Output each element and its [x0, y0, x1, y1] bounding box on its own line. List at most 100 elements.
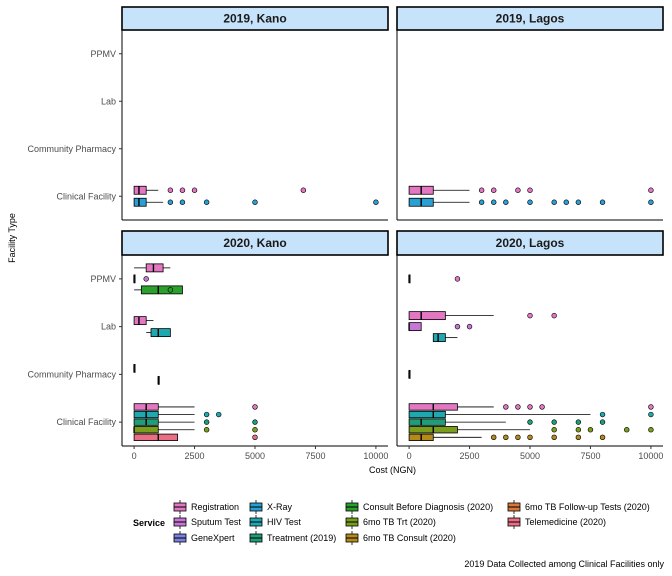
legend-label-6mo-tb-consult-2020-: 6mo TB Consult (2020): [363, 533, 456, 543]
outlier-point-registration: [515, 404, 521, 410]
outlier-point-registration: [539, 404, 545, 410]
outlier-point-consult-before-diagnosis-2020-: [167, 287, 174, 293]
legend-label-6mo-tb-follow-up-tests-2020-: 6mo TB Follow-up Tests (2020): [525, 502, 650, 512]
outlier-point-6mo-tb-consult-2020-: [551, 434, 557, 441]
x-tick-label: 7500: [305, 451, 325, 461]
box-registration: [145, 263, 164, 273]
outlier-point-6mo-tb-consult-2020-: [503, 434, 509, 441]
box-6mo-tb-trt-2020-: [133, 426, 159, 434]
y-tick-label: PPMV: [90, 274, 116, 284]
box-treatment-2019-: [408, 418, 446, 426]
outlier-point-x-ray: [167, 199, 174, 205]
y-tick-label: Clinical Facility: [56, 417, 116, 427]
x-tick-label: 7500: [580, 451, 600, 461]
y-tick-label: Lab: [101, 96, 116, 106]
caption: 2019 Data Collected among Clinical Facil…: [464, 559, 664, 569]
x-tick-label: 5000: [520, 451, 540, 461]
box-registration: [408, 311, 446, 321]
outlier-point-6mo-tb-trt-2020-: [203, 427, 210, 433]
y-tick-label: Community Pharmacy: [27, 144, 116, 154]
box-telemedicine-2020-: [133, 433, 179, 441]
outlier-point-x-ray: [179, 199, 186, 205]
box-hiv-test: [150, 328, 171, 338]
outlier-point-hiv-test: [216, 411, 222, 418]
legend-title: Service: [133, 518, 165, 528]
outlier-point-registration: [478, 187, 485, 193]
outlier-point-6mo-tb-consult-2020-: [527, 434, 533, 441]
outlier-point-registration: [167, 187, 174, 193]
outlier-point-x-ray: [599, 199, 606, 205]
outlier-point-sputum-test: [454, 323, 461, 330]
outlier-point-registration: [515, 187, 521, 193]
legend-label-x-ray: X-Ray: [267, 502, 293, 512]
outlier-point-x-ray: [478, 199, 485, 205]
outlier-point-x-ray: [563, 199, 569, 205]
outlier-point-sputum-test: [143, 276, 149, 282]
outlier-point-6mo-tb-trt-2020-: [575, 427, 582, 433]
outlier-point-x-ray: [648, 199, 654, 205]
outlier-point-registration: [300, 187, 307, 193]
legend-label-telemedicine-2020-: Telemedicine (2020): [525, 517, 606, 527]
legend-label-consult-before-diagnosis-2020-: Consult Before Diagnosis (2020): [363, 502, 493, 512]
facet-title-2020-kano: 2020, Kano: [223, 236, 286, 250]
y-tick-label: Community Pharmacy: [27, 369, 116, 379]
outlier-point-registration: [454, 276, 461, 282]
box-registration: [133, 316, 147, 326]
outlier-point-registration: [648, 404, 654, 410]
y-tick-label: Lab: [101, 322, 116, 332]
outlier-point-registration: [191, 187, 198, 193]
x-tick-label: 0: [407, 451, 412, 461]
outlier-point-hiv-test: [599, 411, 606, 418]
outlier-point-registration: [551, 312, 557, 319]
outlier-point-registration: [503, 404, 509, 410]
outlier-point-treatment-2019-: [252, 419, 258, 425]
outlier-point-x-ray: [503, 199, 509, 205]
outlier-point-x-ray: [491, 199, 497, 205]
facet-title-2019-kano: 2019, Kano: [223, 12, 286, 26]
outlier-point-6mo-tb-consult-2020-: [515, 434, 521, 441]
outlier-point-6mo-tb-trt-2020-: [648, 427, 654, 433]
legend-label-hiv-test: HIV Test: [267, 517, 301, 527]
outlier-point-telemedicine-2020-: [252, 434, 258, 441]
y-tick-label: Clinical Facility: [56, 191, 116, 201]
outlier-point-registration: [179, 187, 186, 193]
outlier-point-registration: [252, 404, 258, 410]
outlier-point-registration: [491, 187, 497, 193]
outlier-point-x-ray: [252, 199, 258, 205]
outlier-point-hiv-test: [203, 411, 210, 418]
outlier-point-6mo-tb-trt-2020-: [587, 427, 594, 433]
box-x-ray: [133, 197, 147, 207]
outlier-point-6mo-tb-consult-2020-: [575, 434, 582, 441]
outlier-point-treatment-2019-: [527, 419, 533, 425]
facet-strip-2020-lagos: [396, 230, 664, 256]
facet-strip-2019-kano: [121, 6, 389, 31]
facet-title-2019-lagos: 2019, Lagos: [496, 12, 565, 26]
outlier-point-x-ray: [575, 199, 582, 205]
outlier-point-6mo-tb-trt-2020-: [624, 427, 630, 433]
x-axis-title: Cost (NGN): [369, 465, 416, 475]
x-tick-label: 5000: [245, 451, 265, 461]
legend-label-registration: Registration: [191, 502, 239, 512]
legend-label-genexpert: GeneXpert: [191, 533, 235, 543]
outlier-point-x-ray: [373, 199, 379, 205]
outlier-point-registration: [527, 187, 533, 193]
outlier-point-registration: [527, 404, 533, 410]
outlier-point-treatment-2019-: [599, 419, 606, 425]
box-sputum-test: [408, 322, 422, 332]
box-registration: [133, 185, 147, 195]
box-hiv-test: [408, 410, 446, 419]
outlier-point-x-ray: [203, 199, 210, 205]
legend-label-6mo-tb-trt-2020-: 6mo TB Trt (2020): [363, 517, 436, 527]
outlier-point-registration: [527, 312, 533, 319]
x-tick-label: 10000: [363, 451, 388, 461]
outlier-point-6mo-tb-consult-2020-: [491, 434, 497, 441]
outlier-point-sputum-test: [466, 323, 473, 330]
x-tick-label: 0: [132, 451, 137, 461]
legend-label-sputum-test: Sputum Test: [191, 517, 241, 527]
outlier-point-treatment-2019-: [575, 419, 582, 425]
outlier-point-x-ray: [527, 199, 533, 205]
outlier-point-treatment-2019-: [203, 419, 210, 425]
y-tick-label: PPMV: [90, 49, 116, 59]
outlier-point-treatment-2019-: [551, 419, 557, 425]
